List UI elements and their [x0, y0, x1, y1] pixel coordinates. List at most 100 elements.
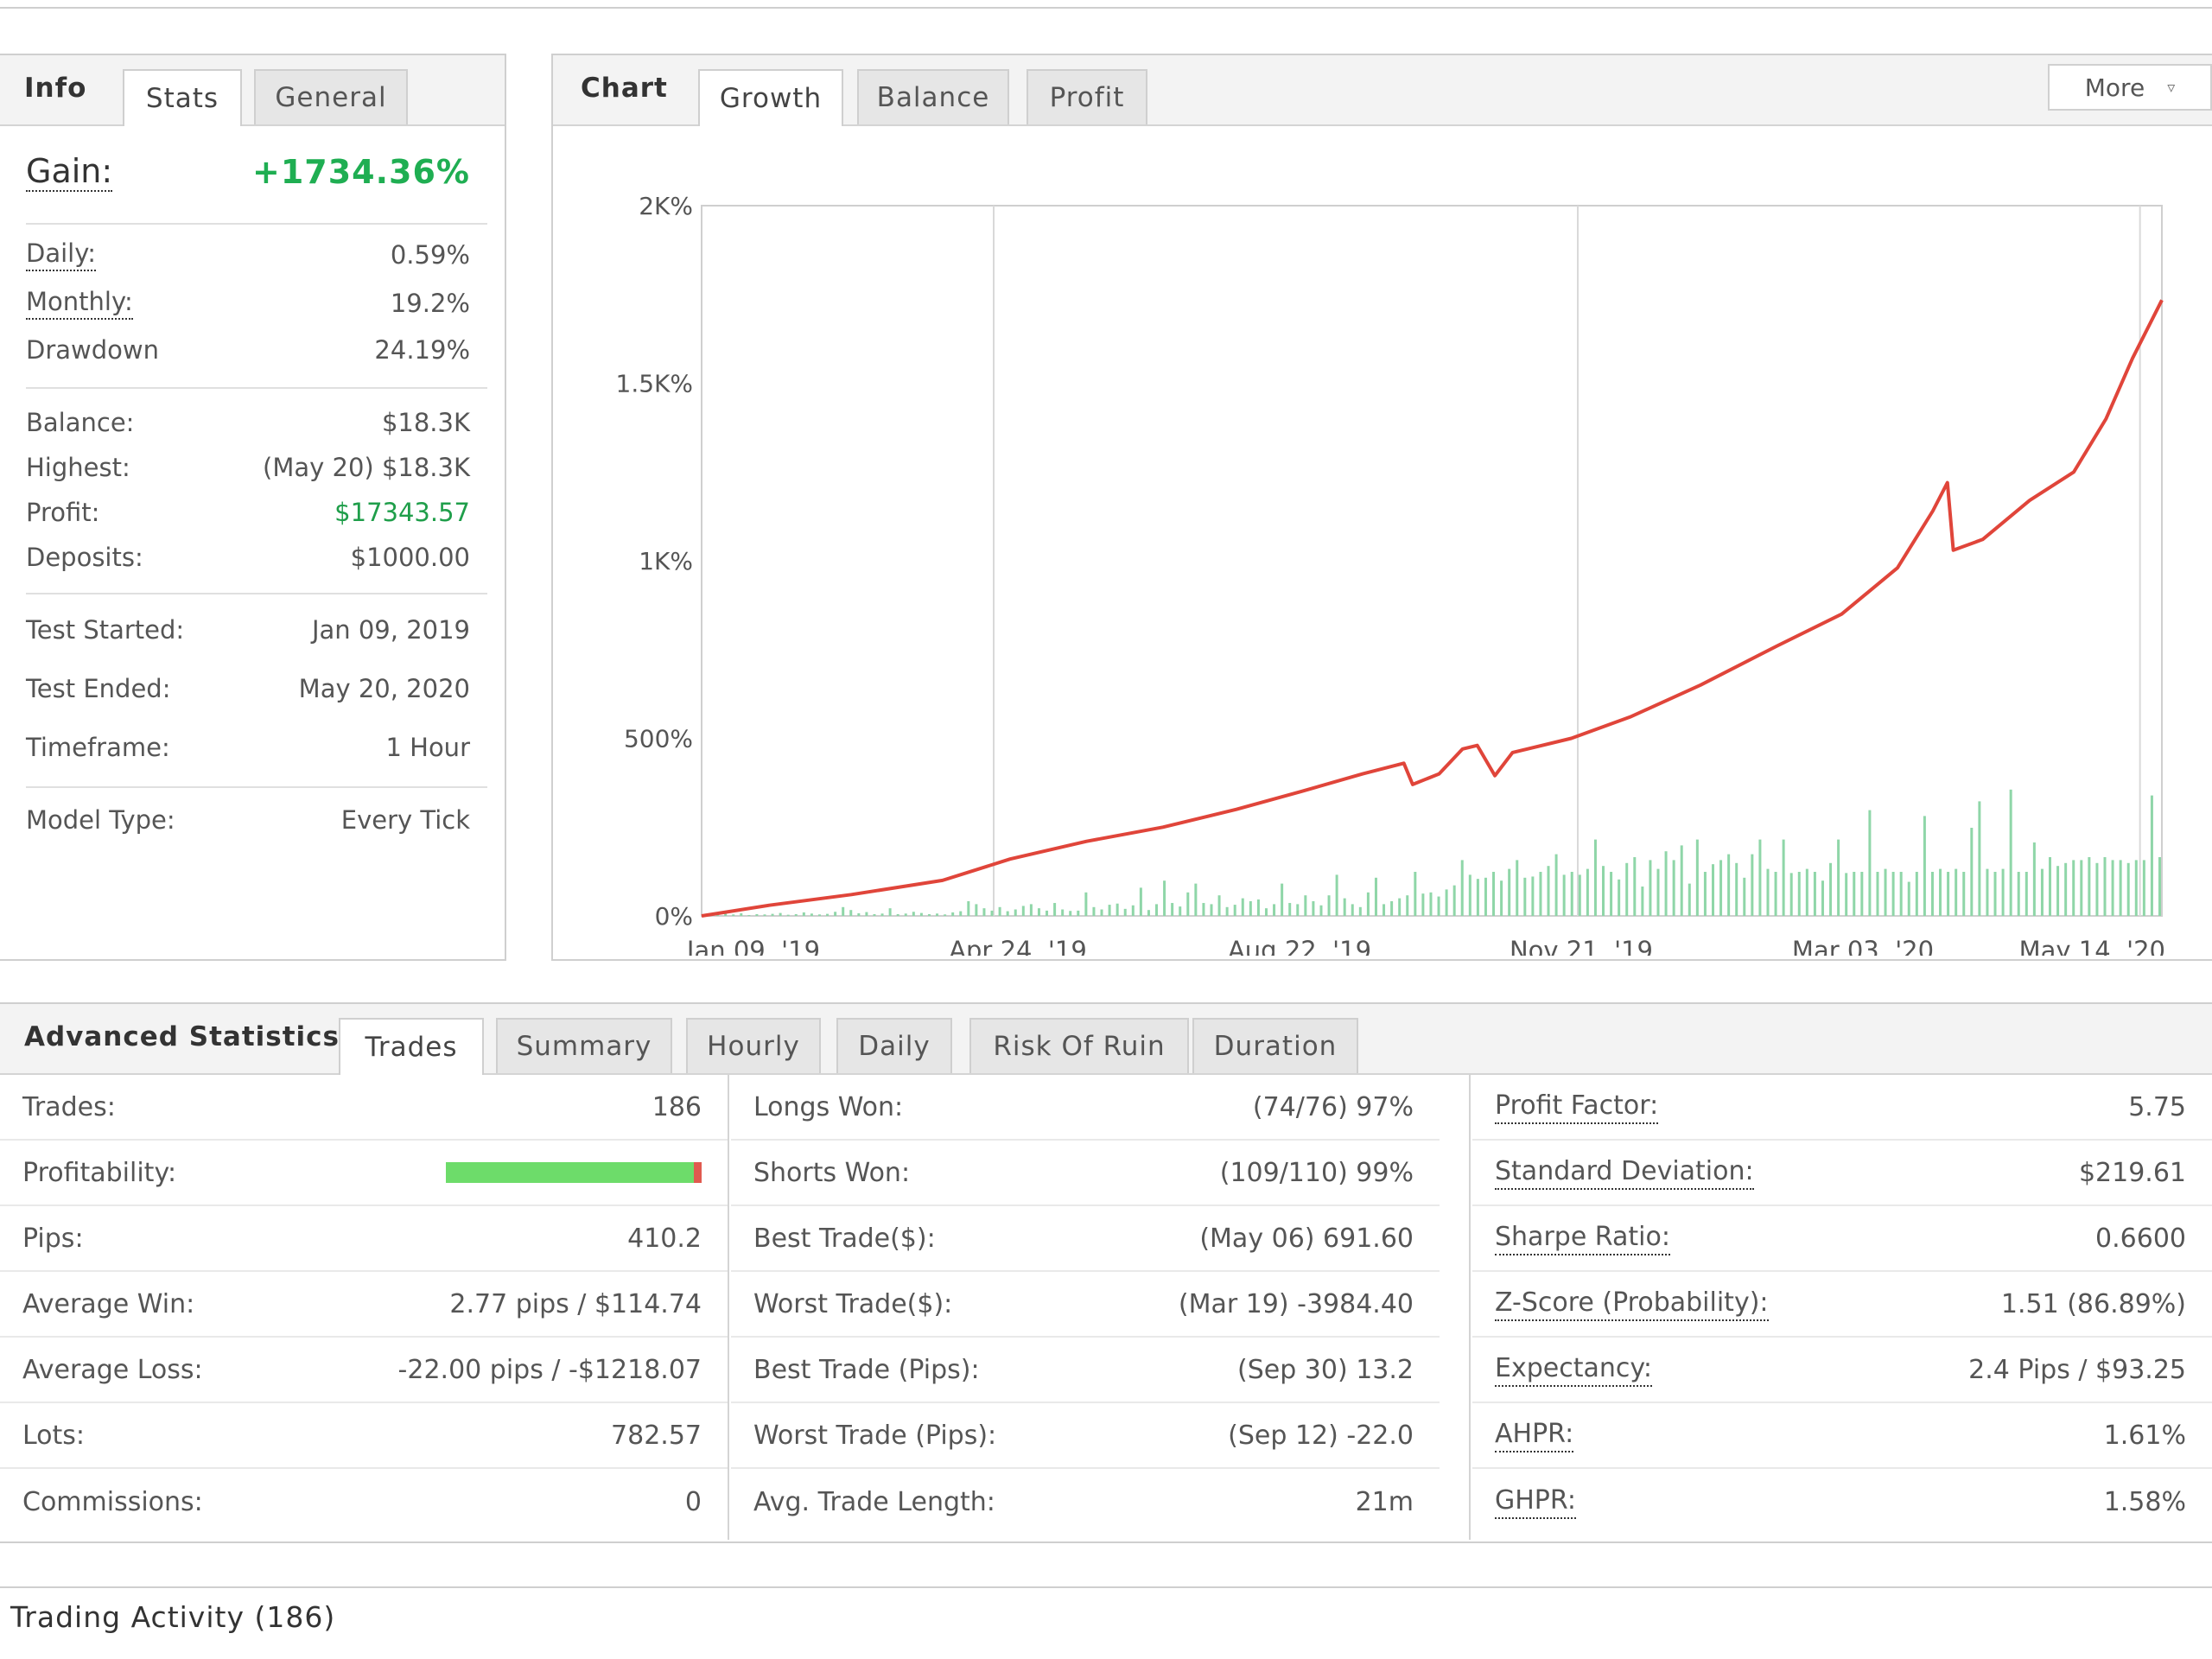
x-tick-label: Nov 21, '19 — [1510, 936, 1653, 956]
volume-bar — [1570, 872, 1573, 916]
volume-bar — [1139, 887, 1142, 916]
tab-hourly[interactable]: Hourly — [686, 1018, 821, 1073]
section-divider — [0, 1586, 2212, 1588]
daily-label[interactable]: Daily: — [26, 238, 97, 271]
gain-value: +1734.36% — [252, 153, 470, 191]
volume-bar — [1382, 904, 1386, 916]
tab-profit[interactable]: Profit — [1027, 69, 1147, 124]
volume-bar — [771, 913, 774, 916]
volume-bar — [849, 910, 853, 916]
volume-bar — [1766, 868, 1770, 916]
gain-label[interactable]: Gain: — [26, 152, 113, 192]
profit-value: $17343.57 — [334, 498, 470, 527]
volume-bar — [1335, 874, 1338, 916]
volume-bar — [1445, 889, 1448, 916]
best-trade-usd-value: (May 06) 691.60 — [1199, 1223, 1414, 1254]
balance-label: Balance: — [26, 408, 135, 437]
volume-bar — [1884, 868, 1887, 916]
plot-area-border — [701, 205, 2163, 917]
tab-duration[interactable]: Duration — [1192, 1018, 1358, 1073]
expectancy-label[interactable]: Expectancy: — [1495, 1353, 1653, 1387]
volume-bar — [1907, 881, 1910, 916]
tab-growth[interactable]: Growth — [698, 69, 843, 126]
ahpr-label[interactable]: AHPR: — [1495, 1419, 1574, 1452]
volume-bar — [1390, 901, 1394, 916]
best-trade-pips-label: Best Trade (Pips): — [753, 1354, 980, 1385]
sharpe-ratio-label[interactable]: Sharpe Ratio: — [1495, 1222, 1670, 1255]
volume-bar — [1813, 872, 1816, 916]
volume-bar — [794, 913, 798, 916]
standard-deviation-label[interactable]: Standard Deviation: — [1495, 1156, 1754, 1190]
volume-bar — [1374, 877, 1377, 916]
volume-bar — [1429, 892, 1433, 916]
volume-bar — [1398, 898, 1402, 916]
advanced-title: Advanced Statistics — [24, 1021, 340, 1052]
z-score-label[interactable]: Z-Score (Probability): — [1495, 1287, 1769, 1321]
volume-bar — [842, 906, 845, 916]
sharpe-ratio-value: 0.6600 — [2095, 1223, 2186, 1254]
best-trade-pips-value: (Sep 30) 13.2 — [1237, 1354, 1414, 1385]
volume-bar — [2072, 860, 2075, 916]
tab-general[interactable]: General — [254, 69, 408, 124]
ghpr-label[interactable]: GHPR: — [1495, 1485, 1576, 1519]
y-tick-label: 500% — [624, 725, 693, 753]
volume-bar — [1837, 839, 1840, 916]
volume-bar — [982, 908, 986, 916]
profit-factor-label[interactable]: Profit Factor: — [1495, 1090, 1659, 1124]
pips-value: 410.2 — [627, 1223, 702, 1254]
highest-value: (May 20) $18.3K — [263, 453, 470, 482]
commissions-label: Commissions: — [22, 1486, 203, 1517]
volume-bar — [2150, 795, 2153, 916]
deposits-value: $1000.00 — [350, 543, 470, 572]
volume-bar — [1179, 906, 1182, 916]
volume-bar — [1358, 906, 1362, 916]
trading-activity-title: Trading Activity (186) — [10, 1600, 336, 1634]
chart-tabbar: Chart Growth Balance Profit More ▿ — [553, 55, 2212, 126]
volume-bar — [2049, 857, 2052, 916]
tab-balance[interactable]: Balance — [857, 69, 1009, 124]
volume-bar — [1061, 909, 1065, 916]
more-dropdown[interactable]: More ▿ — [2048, 64, 2212, 111]
volume-bar — [724, 913, 728, 916]
ghpr-value: 1.58% — [2103, 1486, 2186, 1517]
daily-value: 0.59% — [390, 240, 470, 270]
timeframe-value: 1 Hour — [385, 733, 470, 762]
volume-bar — [1633, 857, 1637, 916]
volume-bar — [1758, 839, 1762, 916]
longs-won-value: (74/76) 97% — [1252, 1091, 1414, 1122]
deposits-label: Deposits: — [26, 543, 143, 572]
monthly-label[interactable]: Monthly: — [26, 287, 133, 320]
tab-summary[interactable]: Summary — [496, 1018, 672, 1073]
tab-trades[interactable]: Trades — [339, 1018, 484, 1075]
divider — [26, 786, 487, 788]
volume-bar — [2142, 860, 2145, 916]
volume-bar — [1891, 872, 1895, 916]
volume-bar — [755, 913, 759, 916]
volume-bar — [1751, 854, 1754, 916]
worst-trade-pips-label: Worst Trade (Pips): — [753, 1420, 997, 1451]
volume-bar — [1273, 904, 1276, 916]
volume-bar — [912, 912, 915, 916]
volume-bar — [1986, 868, 1989, 916]
volume-bar — [1868, 810, 1872, 916]
volume-bar — [2024, 872, 2028, 916]
risk-stats-column: Profit Factor: 5.75 Standard Deviation: $2… — [1472, 1075, 2212, 1540]
volume-bar — [1703, 872, 1707, 916]
column-divider — [1469, 1075, 1471, 1540]
volume-bar — [1163, 880, 1166, 916]
tab-stats[interactable]: Stats — [123, 69, 242, 126]
volume-bar — [927, 913, 931, 916]
y-tick-label: 1K% — [639, 547, 693, 575]
chart-panel: Chart Growth Balance Profit More ▿ 0% 500… — [551, 54, 2212, 961]
volume-bar — [1578, 874, 1581, 916]
volume-bar — [1123, 908, 1127, 916]
trades-label: Trades: — [22, 1091, 116, 1122]
volume-bar — [1241, 898, 1244, 916]
tab-daily[interactable]: Daily — [836, 1018, 952, 1073]
volume-bar — [1029, 904, 1033, 916]
top-divider — [0, 7, 2212, 9]
volume-bar — [1476, 879, 1479, 916]
x-tick-label: Jan 09, '19 — [685, 936, 820, 956]
tab-risk-of-ruin[interactable]: Risk Of Ruin — [969, 1018, 1189, 1073]
volume-bar — [1108, 905, 1111, 916]
